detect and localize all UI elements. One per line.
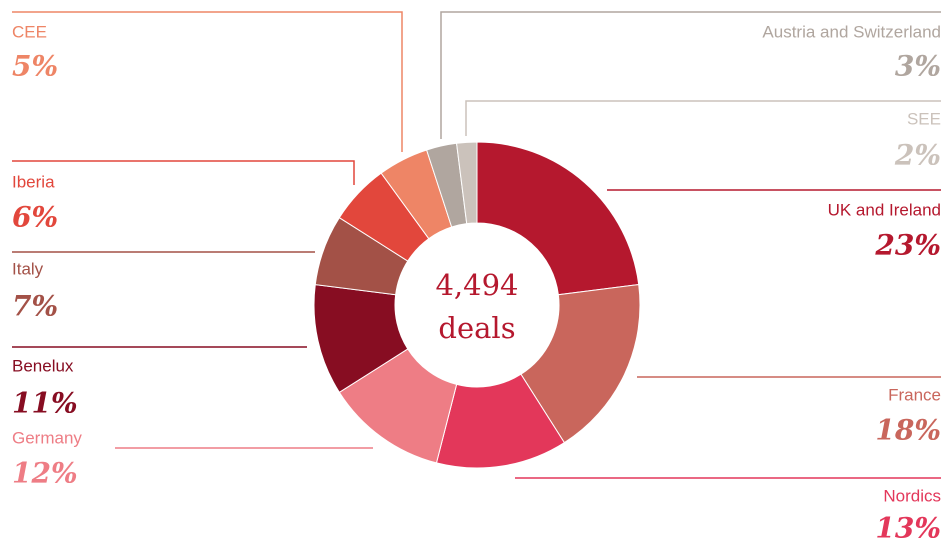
value-label: 13% [875,512,941,544]
value-label: 23% [874,229,941,262]
value-label: 2% [894,139,941,172]
slice [520,284,641,444]
value-label: 12% [12,457,78,490]
category-label: Benelux [12,356,74,375]
value-label: 6% [12,201,58,234]
value-label: 18% [875,414,941,447]
leader-line [12,11,403,152]
value-label: 7% [12,290,58,323]
category-label: CEE [12,22,47,41]
total-label: 4,494 [435,268,518,302]
category-label: UK and Ireland [828,200,941,219]
category-label: France [888,385,941,404]
category-label: Germany [12,428,82,447]
category-label: Iberia [12,172,55,191]
leader-line [440,11,941,139]
slice [456,141,478,225]
value-label: 3% [895,50,941,83]
total-unit: deals [438,311,515,345]
category-label: Nordics [883,486,941,505]
leader-line [465,100,941,136]
value-label: 5% [12,50,58,83]
category-label: Austria and Switzerland [762,22,941,41]
category-label: SEE [907,109,941,128]
slice [476,141,640,296]
leader-line [12,160,355,185]
value-label: 11% [12,387,78,420]
category-label: Italy [12,259,44,278]
